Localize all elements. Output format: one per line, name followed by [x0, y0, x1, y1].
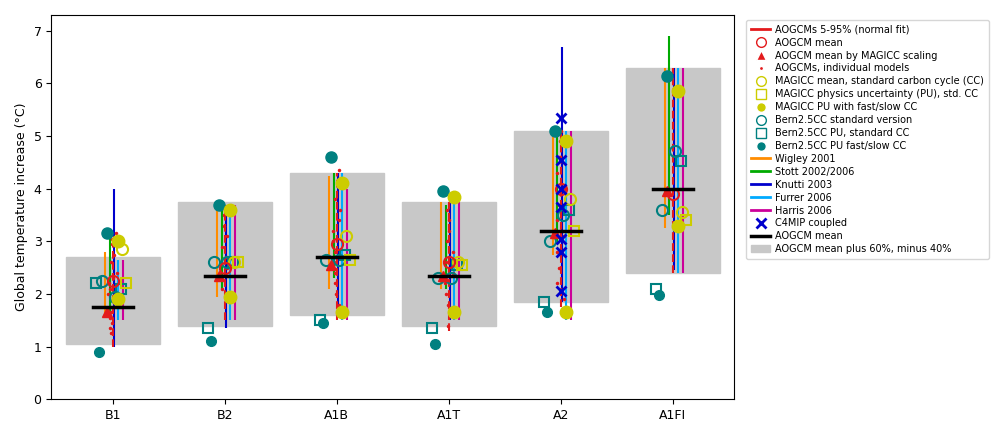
Legend: AOGCMs 5-95% (normal fit), AOGCM mean, AOGCM mean by MAGICC scaling, AOGCMs, ind: AOGCMs 5-95% (normal fit), AOGCM mean, A… — [746, 20, 989, 259]
Bar — [289, 173, 384, 315]
Bar — [402, 202, 495, 326]
Y-axis label: Global temperature increase (°C): Global temperature increase (°C) — [15, 103, 28, 312]
Bar — [626, 68, 720, 273]
Bar — [514, 131, 608, 302]
Bar — [66, 257, 160, 344]
Bar — [178, 202, 272, 326]
